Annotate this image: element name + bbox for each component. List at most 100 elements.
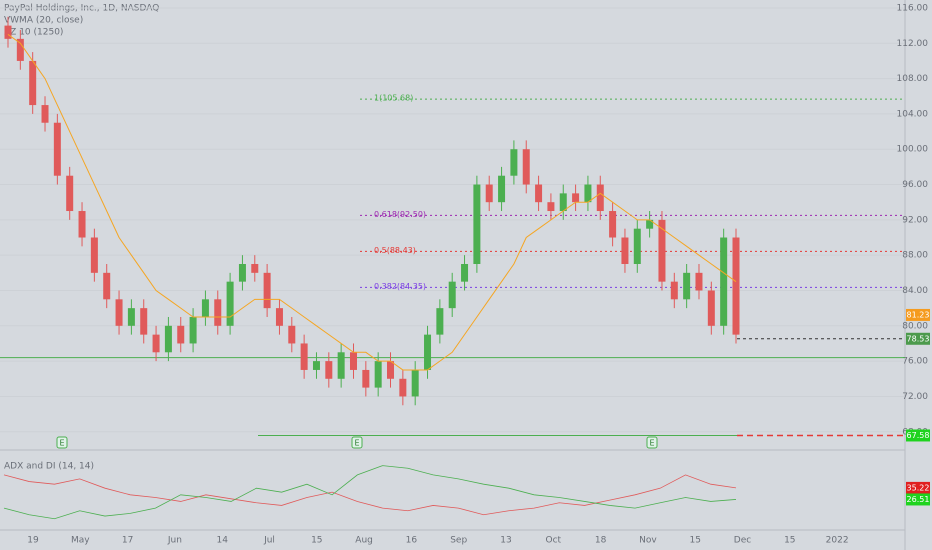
vwma-line <box>7 34 737 371</box>
x-tick-label: 16 <box>406 536 418 546</box>
candle-body <box>399 378 407 397</box>
earnings-marker <box>351 436 363 449</box>
candle-body <box>584 184 592 203</box>
x-tick-label: Jun <box>167 536 182 546</box>
candle-body <box>127 308 135 326</box>
candle-body <box>152 334 160 353</box>
x-tick-label: Aug <box>355 536 373 546</box>
x-tick-label: 13 <box>500 536 511 546</box>
y-tick-label: 104.00 <box>897 109 929 119</box>
candle-body <box>238 263 246 282</box>
y-tick-label: 108.00 <box>897 74 929 84</box>
candle-body <box>288 325 296 344</box>
earnings-label: E <box>59 439 64 448</box>
fib-label: 0.382(84.35) <box>374 282 426 291</box>
candle-body <box>522 149 530 185</box>
candle-body <box>103 272 111 300</box>
candle-body <box>448 281 456 309</box>
candle-body <box>251 263 259 273</box>
candle-body <box>732 237 740 335</box>
candle-body <box>621 237 629 264</box>
indicator-tag <box>906 493 930 506</box>
indicator-title: ADX and DI (14, 14) <box>4 462 94 472</box>
candle-body <box>720 237 728 326</box>
candle-body <box>140 308 148 335</box>
candle-body <box>535 184 543 203</box>
price-tag <box>906 308 930 321</box>
candle-body <box>547 202 555 212</box>
candle-body <box>559 193 567 212</box>
candle-body <box>337 352 345 379</box>
candle-body <box>29 60 37 106</box>
y-tick-label: 100.00 <box>897 145 929 155</box>
candle-body <box>300 343 308 370</box>
x-tick-label: 14 <box>216 536 228 546</box>
candle-body <box>325 361 333 379</box>
price-tag-label: 81.23 <box>907 310 930 319</box>
candle-body <box>683 272 691 300</box>
candle-body <box>177 325 185 344</box>
x-tick-label: May <box>71 536 90 546</box>
candle-body <box>312 361 320 370</box>
candle-body <box>473 184 481 264</box>
candle-body <box>78 211 86 238</box>
price-tag-label: 67.58 <box>907 431 930 440</box>
x-tick-label: 2022 <box>826 536 849 546</box>
candle-body <box>201 299 209 317</box>
price-tag-label: 78.53 <box>907 334 930 343</box>
candle-body <box>411 369 419 397</box>
indicator-line <box>3 465 737 520</box>
x-tick-label: 15 <box>784 536 795 546</box>
candle-body <box>596 184 604 212</box>
candle-body <box>189 316 197 344</box>
legend-zigzag: ZZ 10 (1250) <box>4 28 63 38</box>
y-tick-label: 84.00 <box>902 286 928 296</box>
candle-body <box>658 219 666 282</box>
candle-body <box>53 122 61 176</box>
candle-body <box>387 361 395 379</box>
indicator-tag-label: 35.22 <box>907 483 930 492</box>
candle-body <box>498 175 506 203</box>
candle-body <box>695 272 703 291</box>
y-tick-label: 92.00 <box>902 215 928 225</box>
candle-body <box>115 299 123 326</box>
candle-body <box>263 272 271 309</box>
candle-body <box>16 38 24 61</box>
candle-body <box>670 281 678 300</box>
legend-vwma: VWMA (20, close) <box>4 16 83 26</box>
price-tag <box>906 332 930 345</box>
candle-body <box>4 25 12 39</box>
x-tick-label: 17 <box>122 536 133 546</box>
y-tick-label: 76.00 <box>902 357 928 367</box>
candle-body <box>275 308 283 326</box>
candle-body <box>707 290 715 326</box>
legend-title: PayPal Holdings, Inc., 1D, NASDAQ <box>4 4 159 14</box>
candle-body <box>90 237 98 273</box>
x-tick-label: Dec <box>734 536 751 546</box>
candle-body <box>424 334 432 370</box>
candle-body <box>349 352 357 370</box>
x-tick-label: Jul <box>263 536 275 546</box>
y-tick-label: 112.00 <box>897 39 929 49</box>
price-tag <box>906 429 930 442</box>
candle-body <box>164 325 172 353</box>
fib-label: 0.5(88.43) <box>374 246 416 255</box>
y-tick-label: 80.00 <box>902 321 928 331</box>
y-tick-label: 72.00 <box>902 392 928 402</box>
candle-body <box>41 105 49 123</box>
candle-body <box>362 369 370 388</box>
x-tick-label: 18 <box>595 536 607 546</box>
candle-body <box>374 361 382 388</box>
earnings-label: E <box>649 439 654 448</box>
earnings-marker <box>56 436 68 449</box>
candle-body <box>646 219 654 229</box>
x-tick-label: 15 <box>689 536 700 546</box>
candle-body <box>609 211 617 238</box>
candle-body <box>226 281 234 326</box>
candle-body <box>436 308 444 335</box>
earnings-marker <box>646 436 658 449</box>
earnings-label: E <box>354 439 359 448</box>
x-tick-label: Oct <box>546 536 562 546</box>
fib-label: 1(105.68) <box>374 94 413 103</box>
